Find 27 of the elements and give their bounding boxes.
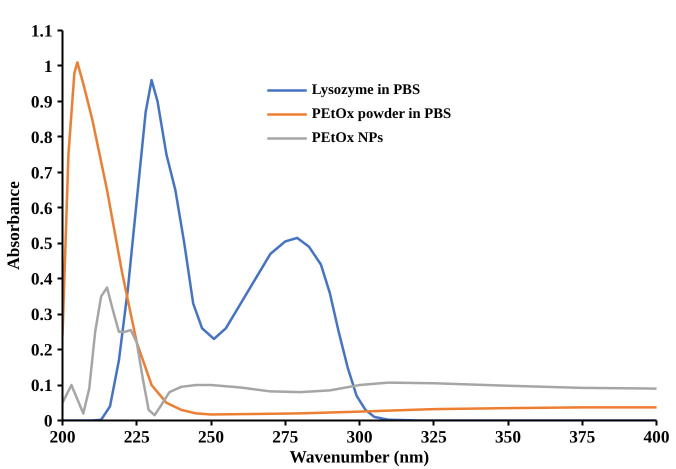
- y-tick-label: 1.1: [30, 22, 53, 40]
- y-axis-title: Absorbance: [4, 180, 23, 270]
- y-tick-label: 0.8: [30, 128, 53, 147]
- y-tick-label: 0: [44, 412, 53, 430]
- x-tick-label: 225: [124, 428, 150, 446]
- legend-label: Lysozyme in PBS: [312, 82, 420, 98]
- legend-label: PEtOx NPs: [312, 130, 384, 146]
- y-tick-label: 0.4: [30, 270, 53, 289]
- y-tick-label: 0.3: [30, 305, 53, 324]
- y-tick-label: 1: [44, 56, 53, 76]
- y-tick-label: 0.7: [30, 163, 53, 182]
- x-tick-label: 325: [420, 428, 448, 446]
- x-tick-label: 275: [272, 428, 299, 446]
- x-tick-label: 350: [495, 428, 522, 446]
- x-tick-label: 375: [569, 428, 596, 446]
- x-axis-title: Wavenumber (nm): [289, 448, 430, 466]
- y-tick-label: 0.9: [30, 92, 53, 112]
- x-tick-label: 300: [346, 428, 373, 446]
- y-tick-label: 0.2: [30, 340, 53, 360]
- x-tick-label: 400: [644, 428, 670, 446]
- y-tick-label: 0.1: [30, 376, 53, 396]
- line-series: [62, 286, 656, 416]
- y-tick-label: 0.5: [30, 234, 53, 254]
- x-tick-label: 200: [50, 428, 76, 446]
- legend-label: PEtOx powder in PBS: [312, 106, 452, 122]
- x-tick-label: 250: [198, 428, 224, 446]
- y-tick-label: 0.6: [30, 198, 53, 218]
